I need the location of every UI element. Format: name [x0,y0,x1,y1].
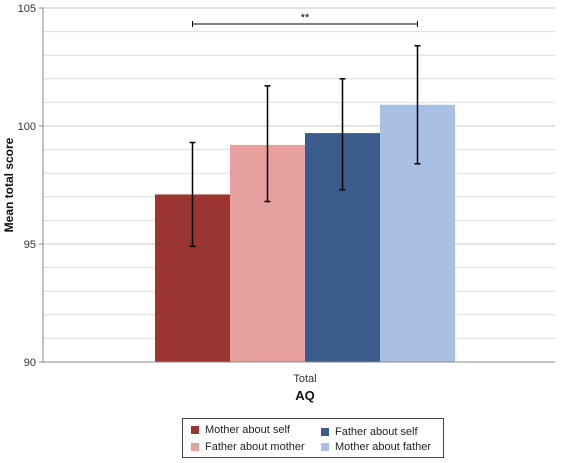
legend: Mother about self Father about mother Fa… [182,418,444,458]
legend-label: Mother about self [205,424,290,436]
x-category-label: Total [293,373,316,385]
error-bar [264,85,271,203]
y-tick-label: 105 [18,3,36,15]
legend-label: Father about mother [205,441,305,453]
y-tick-label: 90 [24,357,36,369]
error-bar [414,45,421,165]
error-bar [189,141,196,248]
significance-label: ** [301,12,310,24]
y-axis-title: Mean total score [2,137,16,232]
x-axis-title: AQ [295,388,315,403]
y-tick-labels: 90 95 100 105 [18,3,43,369]
legend-label: Father about self [335,426,418,438]
legend-swatch [321,443,329,451]
legend-swatch [191,443,199,451]
bar-chart: 90 95 100 105 Mean total score Total AQ ** [2,3,555,403]
legend-swatch [191,426,199,434]
legend-label: Mother about father [335,441,432,453]
y-tick-label: 100 [18,121,36,133]
error-bars [189,45,421,248]
error-bar [339,78,346,191]
y-tick-label: 95 [24,239,36,251]
bars [155,104,455,362]
significance-bracket: ** [192,12,418,27]
legend-swatch [321,428,329,436]
